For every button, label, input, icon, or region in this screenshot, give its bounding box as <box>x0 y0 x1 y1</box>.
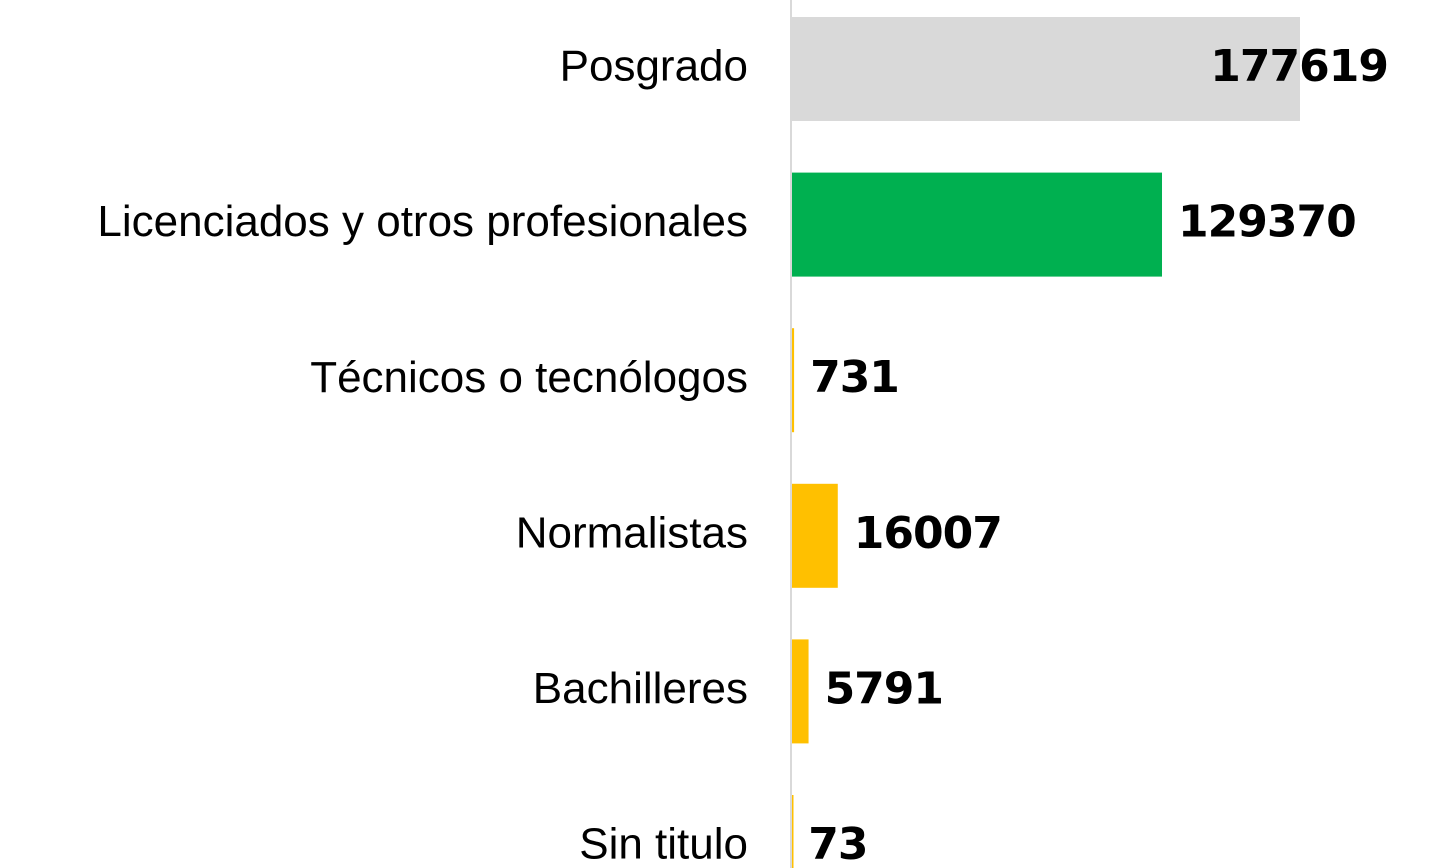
bar <box>792 17 1300 121</box>
category-label: Bachilleres <box>533 664 748 713</box>
bar <box>792 639 809 744</box>
value-label: 177619 <box>1210 41 1388 92</box>
category-label: Licenciados y otros profesionales <box>97 197 748 246</box>
bar <box>792 483 838 588</box>
bar <box>792 795 794 868</box>
category-label: Sin titulo <box>579 820 748 868</box>
value-label: 5791 <box>825 663 943 714</box>
category-label: Técnicos o tecnólogos <box>310 353 748 402</box>
category-label: Normalistas <box>516 508 748 557</box>
bar <box>792 172 1163 277</box>
bar <box>792 328 795 433</box>
value-label: 73 <box>808 819 867 868</box>
value-label: 16007 <box>854 508 1002 559</box>
value-label: 129370 <box>1178 197 1356 248</box>
category-label: Posgrado <box>560 42 748 91</box>
value-label: 731 <box>810 352 899 403</box>
